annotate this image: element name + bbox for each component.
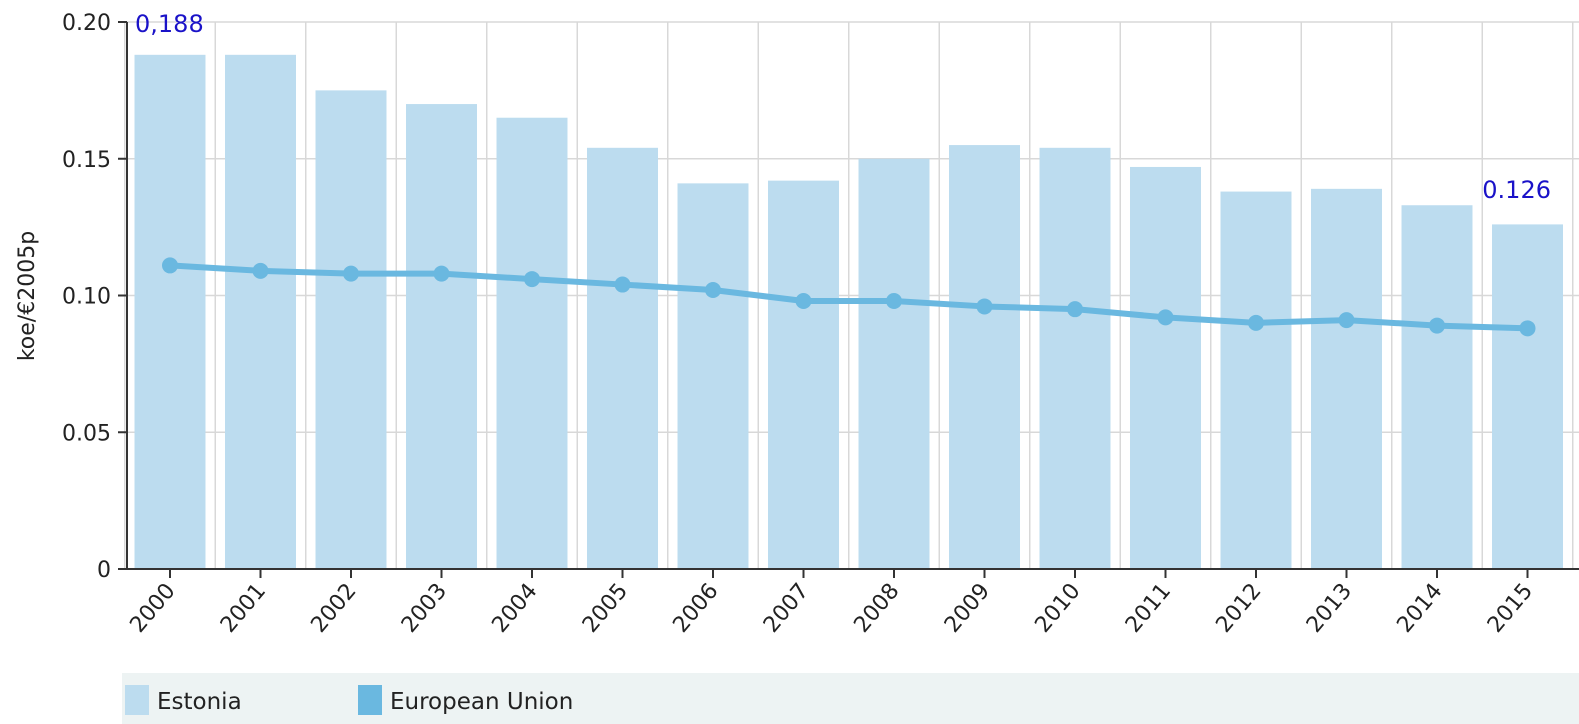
x-tick-label: 2013: [1302, 579, 1357, 638]
x-tick-label: 2007: [759, 579, 814, 638]
bar-2006: [677, 183, 749, 570]
eu-point-2007: [795, 292, 812, 309]
x-tick-label: 2002: [306, 579, 361, 638]
x-tick-label: 2000: [125, 579, 180, 638]
annotation-label: 0,188: [135, 10, 204, 38]
y-ticks: 0 0.05 0.10 0.15 0.20: [62, 11, 127, 583]
bar-2011: [1130, 166, 1201, 569]
x-tick-label: 2010: [1030, 579, 1085, 638]
bar-2002: [315, 90, 387, 569]
eu-point-2000: [162, 257, 178, 274]
y-tick-label: 0.20: [62, 11, 111, 36]
x-tick-label: 2003: [397, 579, 452, 638]
eu-point-2004: [524, 271, 540, 288]
bar-2010: [1039, 147, 1111, 569]
eu-point-2010: [1067, 301, 1083, 318]
bar-2009: [949, 145, 1020, 569]
bar-2001: [225, 54, 296, 569]
eu-point-2009: [976, 298, 993, 315]
eu-point-2012: [1248, 314, 1264, 331]
x-ticks: 2000 2001 2002 2003 2004 2005 2006 2007 2008 2009…: [125, 569, 1538, 638]
x-tick-label: 2006: [668, 579, 723, 638]
bar-2015: [1492, 224, 1563, 569]
legend-swatch-european-union: [358, 685, 382, 715]
bar-2014: [1401, 205, 1473, 569]
bar-2004: [496, 117, 568, 569]
legend-background: [122, 673, 1579, 724]
x-tick-label: 2012: [1211, 579, 1266, 638]
bar-2000: [134, 54, 206, 569]
annotations: 0,188 0.126: [135, 10, 1551, 204]
line-european-union: [162, 257, 1536, 337]
eu-point-2006: [705, 282, 721, 299]
bars-estonia: [134, 54, 1563, 570]
eu-point-2003: [433, 265, 450, 282]
x-tick-label: 2001: [216, 579, 271, 638]
bar-2007: [768, 180, 839, 569]
eu-point-2014: [1429, 317, 1445, 334]
y-axis-title: koe/€2005p: [15, 231, 40, 361]
y-tick-label: 0.15: [62, 148, 111, 173]
legend-label-estonia: Estonia: [157, 689, 242, 715]
eu-point-2015: [1519, 320, 1536, 337]
y-tick-label: 0.05: [62, 421, 111, 446]
bar-2012: [1220, 191, 1292, 569]
eu-point-2001: [252, 262, 269, 279]
legend-swatch-estonia: [125, 685, 149, 715]
eu-point-2013: [1338, 312, 1355, 329]
x-tick-label: 2004: [487, 579, 542, 638]
bar-2008: [858, 158, 930, 569]
legend: Estonia European Union: [122, 673, 1579, 724]
eu-point-2002: [343, 265, 359, 282]
annotation-label: 0.126: [1482, 176, 1551, 204]
bar-2013: [1311, 188, 1382, 569]
eu-point-2008: [886, 292, 902, 309]
y-tick-label: 0.10: [62, 285, 111, 310]
x-tick-label: 2005: [578, 579, 633, 638]
eu-point-2011: [1157, 309, 1174, 326]
eu-line-path: [169, 262, 1528, 332]
x-tick-label: 2008: [849, 579, 904, 638]
bar-2005: [587, 147, 658, 569]
x-tick-label: 2014: [1392, 579, 1447, 638]
eu-point-2005: [614, 276, 631, 293]
legend-label-european-union: European Union: [390, 689, 573, 715]
y-tick-label: 0: [97, 558, 111, 583]
x-tick-label: 2011: [1121, 579, 1176, 638]
bar-2003: [406, 104, 477, 570]
x-tick-label: 2015: [1483, 579, 1538, 638]
x-tick-label: 2009: [940, 579, 995, 638]
